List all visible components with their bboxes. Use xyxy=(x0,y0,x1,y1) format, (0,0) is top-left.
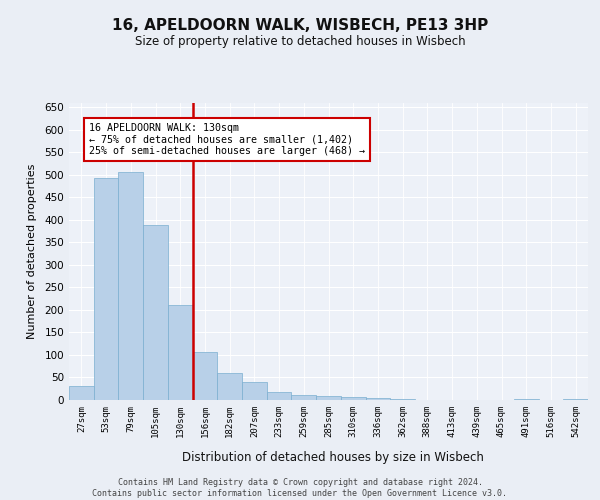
Bar xyxy=(267,392,292,400)
Bar xyxy=(118,172,143,400)
Text: Contains HM Land Registry data © Crown copyright and database right 2024.
Contai: Contains HM Land Registry data © Crown c… xyxy=(92,478,508,498)
Bar xyxy=(514,399,539,400)
Text: Size of property relative to detached houses in Wisbech: Size of property relative to detached ho… xyxy=(134,35,466,48)
Bar xyxy=(69,386,94,400)
Bar xyxy=(193,352,217,400)
Bar xyxy=(292,394,316,400)
Bar xyxy=(242,382,267,400)
Text: 16 APELDOORN WALK: 130sqm
← 75% of detached houses are smaller (1,402)
25% of se: 16 APELDOORN WALK: 130sqm ← 75% of detac… xyxy=(89,123,365,156)
Text: 16, APELDOORN WALK, WISBECH, PE13 3HP: 16, APELDOORN WALK, WISBECH, PE13 3HP xyxy=(112,18,488,32)
Y-axis label: Number of detached properties: Number of detached properties xyxy=(28,164,37,339)
Bar xyxy=(316,396,341,400)
Bar xyxy=(217,374,242,400)
Bar xyxy=(168,306,193,400)
Text: Distribution of detached houses by size in Wisbech: Distribution of detached houses by size … xyxy=(182,451,484,464)
Bar xyxy=(143,225,168,400)
Bar xyxy=(341,398,365,400)
Bar xyxy=(94,178,118,400)
Bar xyxy=(390,399,415,400)
Bar xyxy=(563,399,588,400)
Bar xyxy=(365,398,390,400)
